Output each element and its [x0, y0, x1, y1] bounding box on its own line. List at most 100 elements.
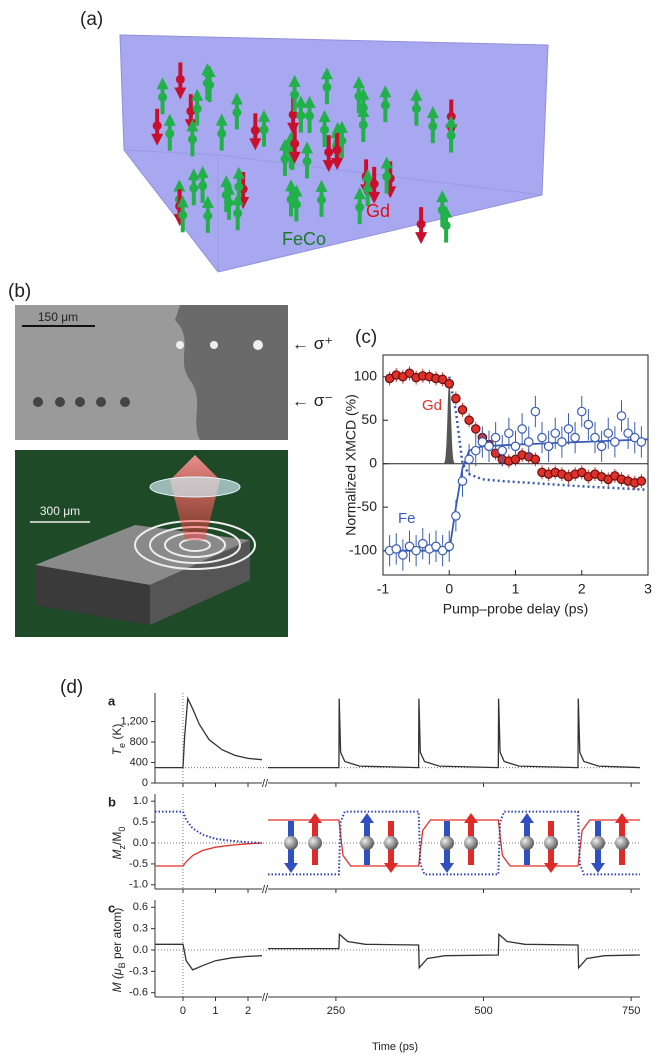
data-point [472, 425, 480, 433]
spin-ball [193, 104, 202, 113]
data-point [445, 379, 453, 387]
ion-arrow-head [284, 863, 298, 873]
spin-ball [324, 148, 333, 157]
data-point [458, 477, 466, 485]
data-point [511, 442, 519, 450]
data-point [617, 412, 625, 420]
curve [155, 699, 262, 768]
ion-arrow-head [308, 813, 322, 823]
y-axis-label-part: 0 [117, 827, 127, 832]
sigma: σ⁺ [314, 334, 333, 353]
data-point [458, 406, 466, 414]
spin-ball [203, 211, 212, 220]
data-point [591, 433, 599, 441]
y-tick-label: -0.6 [129, 987, 148, 999]
figure: (a) (b) (c) (d) FeCo Gd 150 μm ← σ⁺ ← σ⁻… [0, 0, 664, 1059]
spin-ball [381, 101, 390, 110]
axis-break: // [262, 778, 269, 790]
y-tick-label: -0.3 [129, 965, 148, 977]
panel-label: (a) [80, 9, 103, 30]
sigma-label: ← σ⁺ [292, 334, 333, 353]
curve [155, 812, 262, 843]
data-point [531, 407, 539, 415]
spin-ball [165, 129, 174, 138]
page: (a) (b) (c) (d) FeCo Gd 150 μm ← σ⁺ ← σ⁻… [0, 0, 664, 1059]
data-point [498, 446, 506, 454]
axis-break: // [262, 884, 269, 896]
data-point [399, 551, 407, 559]
data-point [584, 420, 592, 428]
spin-ball [370, 179, 379, 188]
data-point [597, 442, 605, 450]
spin-ball [260, 125, 269, 134]
ion-arrow-head [544, 863, 558, 873]
spin-ball [355, 203, 364, 212]
spin-ball [292, 200, 301, 209]
axis-break: // [262, 992, 269, 1004]
curve [155, 944, 262, 970]
y-axis-label: Te (K) [110, 724, 127, 756]
spin-ball [382, 172, 391, 181]
data-point [465, 455, 473, 463]
data-point [518, 425, 526, 433]
curve [268, 934, 640, 968]
ion-arrow-head [360, 813, 374, 823]
y-axis-label-part: /M [110, 832, 124, 845]
spin-head [415, 232, 427, 244]
series-label: Fe [398, 510, 416, 527]
data-point [452, 512, 460, 520]
spin-ball [290, 90, 299, 99]
y-axis-label-part: M [110, 849, 124, 859]
spin-ball [417, 220, 426, 229]
x-tick-label: 2 [245, 1005, 251, 1017]
data-point [551, 429, 559, 437]
spin-ball [438, 206, 447, 215]
y-tick-label: 1,200 [120, 715, 148, 727]
y-tick-label: 0 [142, 777, 148, 789]
y-axis-label-part: per atom) [110, 908, 124, 963]
data-point [412, 546, 420, 554]
x-tick-label: 0 [445, 581, 453, 597]
ion-arrow-head [384, 863, 398, 873]
data-point [604, 429, 612, 437]
y-tick-label: -100 [349, 541, 377, 557]
spin-ball [178, 211, 187, 220]
y-tick-label: 0 [369, 454, 377, 470]
data-point [531, 455, 539, 463]
subpanel-letter: a [108, 693, 116, 708]
spin-ball [251, 126, 260, 135]
spin-ball [233, 209, 242, 218]
y-tick-label: 400 [130, 756, 148, 768]
x-axis-label: Time (ps) [372, 1041, 418, 1053]
data-point [465, 416, 473, 424]
y-tick-label: -1.0 [129, 879, 148, 891]
data-point [525, 438, 533, 446]
x-tick-label: 1 [512, 581, 520, 597]
scale-label: 300 μm [40, 504, 80, 518]
ion [284, 836, 298, 850]
curve [268, 699, 640, 768]
x-tick-label: 250 [327, 1005, 345, 1017]
spin-ball [412, 104, 421, 113]
x-tick-label: -1 [377, 581, 390, 597]
y-axis-label: Normalized XMCD (%) [343, 394, 359, 536]
spin-ball [153, 121, 162, 130]
spin-ball [317, 195, 326, 204]
y-tick-label: 1.0 [133, 795, 148, 807]
ion [520, 836, 534, 850]
data-point [611, 438, 619, 446]
y-tick-label: 100 [354, 367, 378, 383]
data-point [637, 438, 645, 446]
y-axis-label-part: M (μ [110, 968, 124, 992]
spin-ball [428, 122, 437, 131]
data-point [558, 438, 566, 446]
y-tick-label: 0.3 [133, 923, 148, 935]
spin-ball [189, 184, 198, 193]
ion-arrow-head [615, 813, 629, 823]
subpanel-letter: c [108, 900, 115, 915]
ion [360, 836, 374, 850]
y-tick-label: -0.5 [129, 858, 148, 870]
y-tick-label: 0.0 [133, 837, 148, 849]
spin-ball [333, 146, 342, 155]
spin-ball [447, 131, 456, 140]
